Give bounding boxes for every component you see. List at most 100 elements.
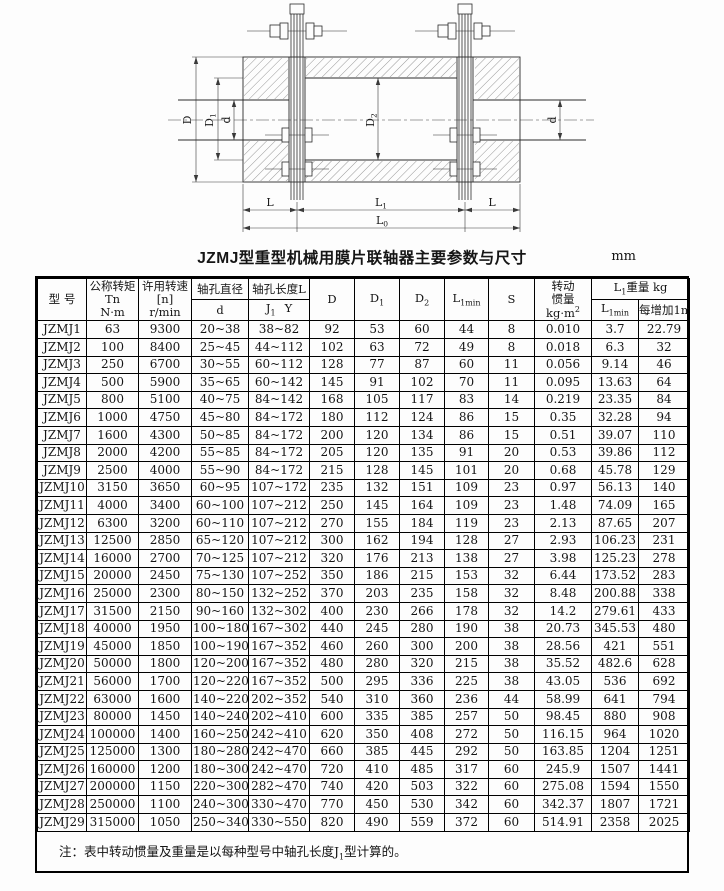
table-row: JZMJ19 45000 1850 100~190 167~352 460 260 300 20…	[37, 637, 691, 656]
table-cell: 84~172	[248, 443, 310, 463]
table-cell: 400	[309, 601, 355, 621]
table-cell: 135	[399, 443, 445, 463]
diaphragm-pack-right	[415, 3, 515, 200]
table-cell: 3400	[138, 496, 192, 515]
table-cell: 180~300	[191, 760, 249, 779]
table-cell: 0.68	[534, 461, 592, 480]
table-cell: JZMJ25	[37, 742, 87, 762]
table-cell: 1800	[138, 654, 192, 674]
table-cell: JZMJ9	[37, 461, 87, 480]
table-cell: 740	[309, 777, 355, 797]
table-cell: 0.095	[534, 373, 592, 392]
table-cell: 0.018	[534, 338, 592, 357]
table-cell: 0.010	[534, 320, 592, 340]
table-cell: 120	[354, 443, 400, 463]
table-cell: 4200	[138, 443, 192, 463]
table-cell: 1507	[591, 760, 639, 779]
table-cell: 245.9	[534, 760, 592, 779]
table-cell: 275.08	[534, 777, 592, 797]
table-cell: 125.23	[591, 549, 639, 568]
table-cell: 257	[444, 707, 489, 727]
table-cell: 3.7	[591, 320, 639, 340]
table-cell: 38	[488, 672, 535, 691]
table-row: JZMJ21 56000 1700 120~220 167~352 500 295 336 22…	[37, 672, 691, 691]
table-cell: 45000	[86, 637, 139, 656]
table-cell: 1550	[637, 777, 691, 797]
table-cell: 320	[309, 549, 355, 568]
table-cell: 31500	[86, 601, 139, 621]
table-row: JZMJ23 80000 1450 140~240 202~410 600 335 385 25…	[37, 707, 691, 727]
table-cell: 310	[354, 689, 400, 709]
table-cell: 190	[444, 619, 489, 639]
table-cell: 8400	[138, 338, 192, 357]
table-cell: 2700	[138, 549, 192, 568]
table-cell: 60	[444, 355, 489, 375]
table-cell: 124	[399, 408, 445, 428]
table-cell: 485	[399, 760, 445, 779]
table-cell: 242~410	[248, 725, 310, 744]
table-cell: 20000	[86, 566, 139, 586]
table-cell: 1450	[138, 707, 192, 727]
table-cell: 64	[637, 373, 691, 392]
table-cell: 230	[354, 601, 400, 621]
table-cell: 60~142	[248, 373, 310, 392]
table-row: JZMJ1 63 9300 20~38 38~82 92 53 60 44 8 0.010 3.7 22…	[37, 320, 691, 340]
table-cell: 120~200	[191, 654, 249, 674]
table-cell: 660	[309, 742, 355, 762]
table-cell: 440	[309, 619, 355, 639]
table-cell: 215	[399, 566, 445, 586]
table-cell: 215	[309, 461, 355, 480]
table-cell: 15	[488, 426, 535, 445]
table-cell: 480	[309, 654, 355, 674]
table-cell: 40000	[86, 619, 139, 639]
table-cell: 162	[354, 531, 400, 551]
table-cell: 421	[591, 637, 639, 656]
table-cell: 1251	[637, 742, 691, 762]
table-cell: 1300	[138, 742, 192, 762]
table-cell: 120	[354, 426, 400, 445]
table-cell: 0.97	[534, 478, 592, 498]
header-torque: 公称转矩 Tn N·m	[86, 277, 139, 322]
table-cell: 107~212	[248, 513, 310, 533]
table-cell: 145	[354, 496, 400, 515]
table-cell: 2.13	[534, 513, 592, 533]
table-cell: 342.37	[534, 795, 592, 815]
table-cell: 120~220	[191, 672, 249, 691]
table-cell: 14.2	[534, 601, 592, 621]
table-cell: 167~352	[248, 654, 310, 674]
table-cell: 235	[399, 584, 445, 603]
table-cell: 75~130	[191, 566, 249, 586]
table-cell: 84~172	[248, 426, 310, 445]
table-cell: 2850	[138, 531, 192, 551]
table-cell: JZMJ27	[37, 777, 87, 797]
table-cell: 408	[399, 725, 445, 744]
table-cell: 4750	[138, 408, 192, 428]
table-cell: 112	[637, 443, 691, 463]
table-cell: 80000	[86, 707, 139, 727]
table-cell: 194	[399, 531, 445, 551]
table-cell: 1807	[591, 795, 639, 815]
table-cell: 242~470	[248, 760, 310, 779]
table-cell: 50000	[86, 654, 139, 674]
table-cell: 200.88	[591, 584, 639, 603]
table-cell: 250	[86, 355, 139, 375]
table-cell: 245	[354, 619, 400, 639]
header-bore-length-type: J1 Y	[248, 299, 310, 322]
table-cell: 84~172	[248, 408, 310, 428]
table-row: JZMJ12 6300 3200 60~110 107~212 270 155 184 119 2…	[37, 513, 691, 533]
table-cell: 215	[444, 654, 489, 674]
page-title: JZMJ型重型机械用膜片联轴器主要参数与尺寸	[197, 250, 527, 267]
table-cell: 32.28	[591, 408, 639, 428]
table-cell: 370	[309, 584, 355, 603]
table-cell: 186	[354, 566, 400, 586]
table-row: JZMJ13 12500 2850 65~120 107~212 300 162 194 128…	[37, 531, 691, 551]
table-cell: 336	[399, 672, 445, 691]
table-cell: 160~250	[191, 725, 249, 744]
table-cell: 53	[354, 320, 400, 340]
table-cell: 342	[444, 795, 489, 815]
table-cell: JZMJ28	[37, 795, 87, 815]
table-row: JZMJ7 1600 4300 50~85 84~172 200 120 134 86 15 0.5…	[37, 426, 691, 445]
table-cell: 138	[444, 549, 489, 568]
table-row: JZMJ20 50000 1800 120~200 167~352 480 280 320 21…	[37, 654, 691, 674]
table-cell: 1150	[138, 777, 192, 797]
